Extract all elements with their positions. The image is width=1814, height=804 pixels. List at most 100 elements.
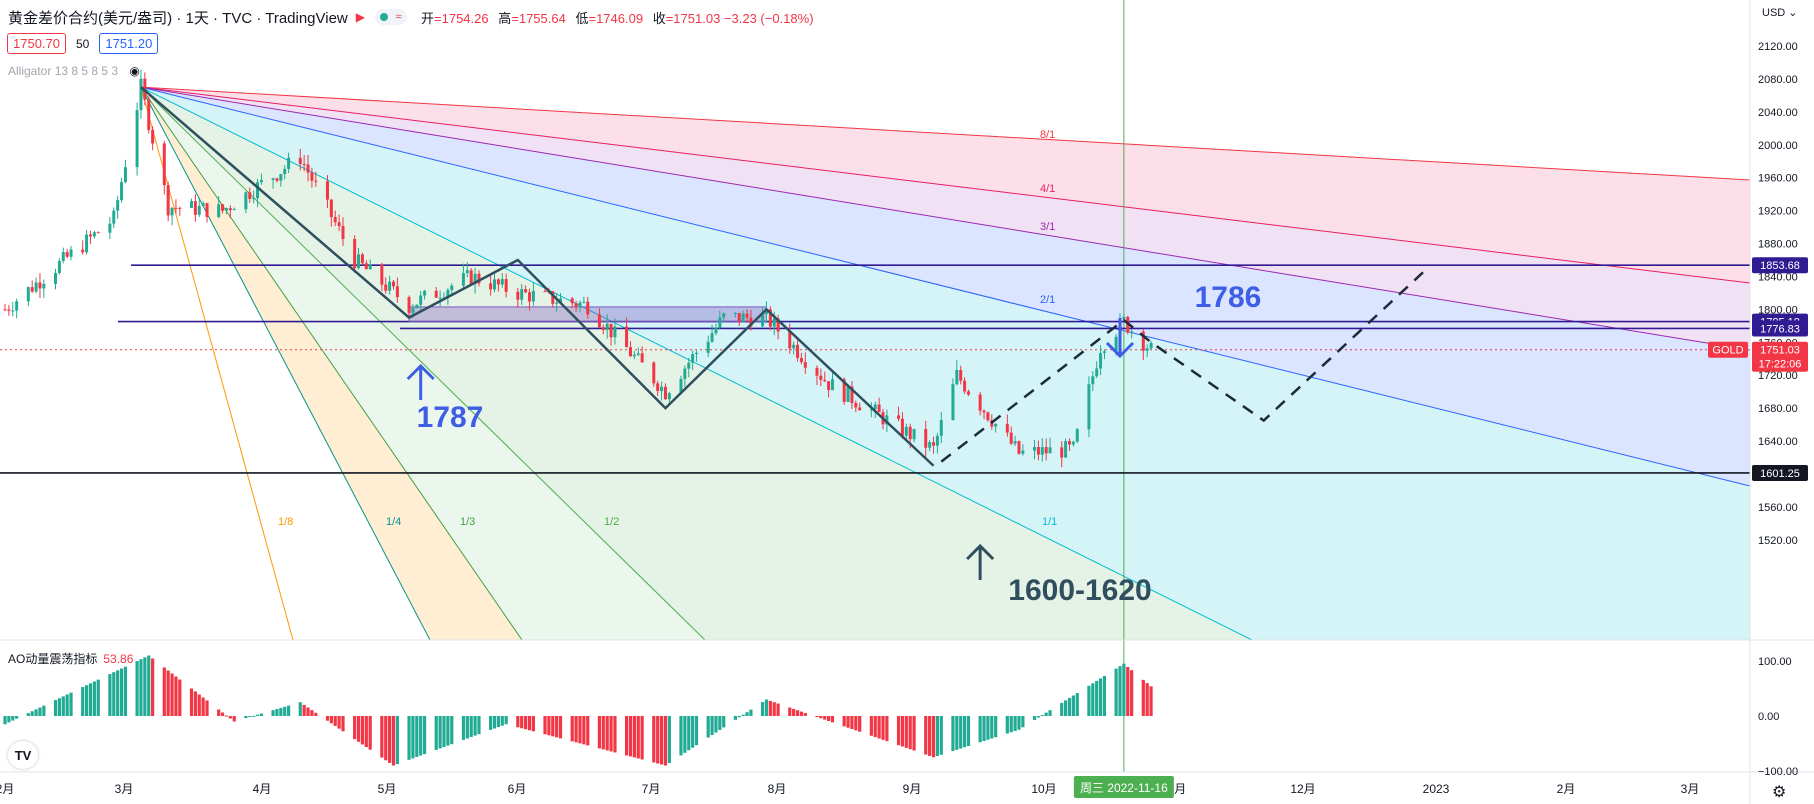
ao-bar xyxy=(896,716,901,746)
ao-bar xyxy=(201,697,205,716)
flag-icon[interactable]: ▶ xyxy=(355,10,365,24)
candle xyxy=(628,341,632,357)
fan-label: 1/1 xyxy=(1042,516,1057,528)
ao-bar xyxy=(737,716,741,718)
ao-bar xyxy=(1075,693,1079,716)
symbol-title[interactable]: 黄金差价合约(美元/盎司) · 1天 · TVC · TradingView xyxy=(8,9,348,27)
ao-bar xyxy=(53,700,58,716)
candle xyxy=(337,214,341,232)
candle-body xyxy=(652,362,656,384)
candle-body xyxy=(986,412,990,421)
ao-bar xyxy=(881,716,885,740)
market-status-icon[interactable]: ≈ xyxy=(375,9,407,25)
ao-bar xyxy=(931,716,936,758)
candle-body xyxy=(761,313,765,327)
ao-bar xyxy=(628,716,633,757)
crosshair-date-label: 周三 2022-11-16 xyxy=(1073,776,1174,798)
candle xyxy=(360,252,364,266)
fan-line xyxy=(140,86,431,640)
candle xyxy=(1009,426,1013,446)
ao-bar xyxy=(1114,668,1118,716)
candle xyxy=(34,277,38,294)
candle-body xyxy=(259,179,263,183)
candle xyxy=(706,335,710,358)
candle-body xyxy=(228,208,232,211)
tradingview-logo-icon[interactable]: TV xyxy=(8,741,38,769)
candle-body xyxy=(473,273,477,284)
candle-body xyxy=(799,357,803,363)
alligator-legend[interactable]: Alligator 13 8 5 8 5 3 ◉ xyxy=(8,64,140,78)
fan-label: 1/2 xyxy=(604,516,619,528)
candle-body xyxy=(788,331,792,349)
candle xyxy=(252,190,256,204)
candle xyxy=(500,273,504,288)
ao-bar xyxy=(380,716,384,758)
candle xyxy=(613,318,617,345)
candle xyxy=(827,381,831,398)
ao-bar xyxy=(228,716,232,719)
candle-body xyxy=(7,309,11,311)
ao-bar xyxy=(271,710,275,716)
candle xyxy=(823,371,827,383)
candle-body xyxy=(586,301,590,315)
fan-label: 4/1 xyxy=(1040,183,1055,195)
ao-bar xyxy=(337,716,341,729)
ao-bar xyxy=(465,716,469,739)
candle-body xyxy=(205,203,209,218)
ohlc-values: 开=1754.26 高=1755.64 低=1746.09 收=1751.03 … xyxy=(421,10,814,26)
ao-bar xyxy=(353,716,357,740)
candle-body xyxy=(982,410,986,413)
candle-body xyxy=(1099,353,1103,369)
candle-body xyxy=(310,172,314,181)
candle-body xyxy=(407,297,411,313)
ao-bar xyxy=(1087,685,1091,716)
time-tick-label: 5月 xyxy=(378,782,397,796)
ao-bar xyxy=(570,716,574,742)
candle-body xyxy=(796,344,800,358)
ao-bar xyxy=(803,712,807,716)
candle-body xyxy=(221,204,225,211)
candle xyxy=(640,346,644,363)
candle xyxy=(384,277,388,294)
ao-bar xyxy=(982,716,986,741)
candle xyxy=(314,171,318,187)
candle-body xyxy=(489,283,493,290)
candle xyxy=(660,381,664,401)
hide-eye-icon[interactable]: ◉ xyxy=(129,64,140,78)
candle-body xyxy=(1040,447,1044,455)
candle xyxy=(69,246,73,261)
ao-tick-label: −100.00 xyxy=(1758,766,1798,778)
ao-bar xyxy=(333,716,337,726)
gann-fan: 8/1 4/1 3/1 2/1 1/1 1/2 1/3 1/4 1/8 xyxy=(140,86,1750,640)
currency-selector[interactable]: USD ⌄ xyxy=(1762,7,1798,19)
candle xyxy=(310,167,314,188)
settings-gear-icon[interactable]: ⚙ xyxy=(1772,784,1787,801)
candle xyxy=(38,273,42,299)
candle xyxy=(792,341,796,355)
candle xyxy=(1060,441,1064,468)
candle xyxy=(966,389,970,397)
ao-legend[interactable]: AO动量震荡指标 53.86 xyxy=(8,652,134,666)
price-level-text: 1601.25 xyxy=(1760,468,1800,480)
candle xyxy=(796,340,800,362)
candle-body xyxy=(1095,368,1099,377)
candle xyxy=(151,125,155,151)
buy-price-button[interactable]: 1751.20 xyxy=(99,33,159,54)
candle xyxy=(1036,440,1040,461)
ao-bar xyxy=(679,716,683,756)
ao-bar xyxy=(364,716,368,748)
ao-bar xyxy=(745,712,749,716)
candle-body xyxy=(360,254,364,264)
candle xyxy=(846,386,850,403)
candle xyxy=(912,428,916,443)
sell-price-button[interactable]: 1750.70 xyxy=(7,33,66,54)
price-level-bg xyxy=(1752,257,1808,274)
candle-body xyxy=(768,309,772,327)
time-tick-label: 9月 xyxy=(903,782,922,796)
candle-body xyxy=(710,333,714,342)
ao-bar xyxy=(691,716,695,748)
candle-body xyxy=(275,178,279,181)
candle-body xyxy=(434,290,438,298)
candle xyxy=(193,194,197,222)
